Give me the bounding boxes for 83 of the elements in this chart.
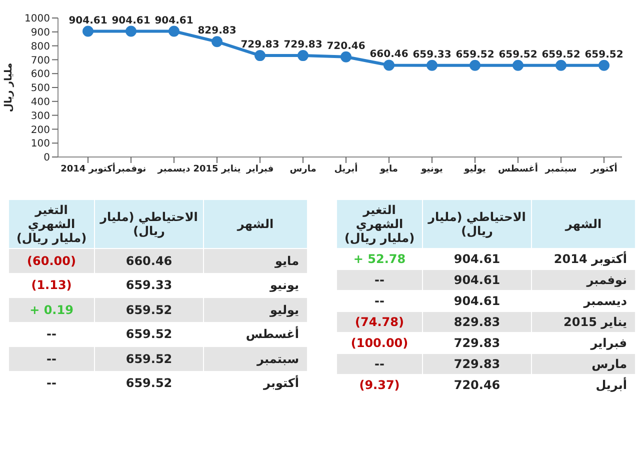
data-label: 659.52 <box>542 49 580 60</box>
data-label: 660.46 <box>370 49 408 60</box>
text: الشهر <box>532 200 636 248</box>
text: -- <box>336 354 422 374</box>
text: 659.52 <box>94 298 204 322</box>
category-label: مارس <box>592 357 627 371</box>
category-label: يناير 2015 <box>564 315 627 329</box>
x-tick-label: أكتوبر <box>590 162 618 174</box>
data-label: 729.83 <box>240 40 280 51</box>
data-label: 720.46 <box>326 40 366 52</box>
text: -- <box>8 346 94 371</box>
category-label: أبريل <box>596 378 627 392</box>
y-tick-label: 300 <box>30 110 50 122</box>
category-label: مايو <box>275 254 299 268</box>
text: 904.61 <box>422 290 532 312</box>
y-tick-label: 0 <box>44 152 50 164</box>
category-label: يوليو <box>270 302 299 317</box>
text: 0.19 + <box>8 298 94 322</box>
text: 729.83 <box>422 332 532 354</box>
data-label: 904.61 <box>68 15 108 26</box>
text: -- <box>336 270 422 290</box>
text: -- <box>336 290 422 312</box>
y-axis-title: مليار ريال <box>4 62 15 112</box>
x-tick-label: سبتمبر <box>544 164 577 174</box>
text: -- <box>8 322 94 346</box>
y-tick-label: 1000 <box>24 14 50 25</box>
y-tick-label: 700 <box>30 55 50 66</box>
x-tick-label: أكتوبر 2014 <box>60 162 116 174</box>
y-tick-label: 800 <box>30 41 50 52</box>
y-tick-label: 500 <box>30 83 50 94</box>
data-label: 659.52 <box>456 49 494 60</box>
text: 829.83 <box>422 312 532 332</box>
data-label: 904.61 <box>112 15 150 26</box>
text: 659.52 <box>94 346 204 371</box>
text: الشهر <box>237 217 274 231</box>
x-tick-label: مايو <box>379 164 398 174</box>
x-tick-label: يونيو <box>420 164 443 174</box>
text: 720.46 <box>422 374 532 396</box>
data-label: 659.33 <box>412 49 452 60</box>
x-tick-label: ديسمبر <box>156 164 191 174</box>
text: 660.46 <box>94 248 204 273</box>
text: (1.13) <box>8 273 94 298</box>
x-tick-label: يوليو <box>463 164 486 174</box>
text: (9.37) <box>336 374 422 396</box>
text: الاحتياطي (مليار ريال) <box>100 210 198 238</box>
text: 904.61 <box>422 248 532 270</box>
text: (74.78) <box>336 312 422 332</box>
x-tick-label: أغسطس <box>498 162 538 174</box>
category-label: فبراير <box>590 336 627 350</box>
y-tick-label: 200 <box>30 124 50 136</box>
category-label: ديسمبر <box>584 294 627 308</box>
data-label: 729.83 <box>284 40 322 51</box>
text: 729.83 <box>422 354 532 374</box>
y-tick-label: 400 <box>30 96 50 108</box>
text: 52.78 + <box>336 248 422 270</box>
text: -- <box>8 371 94 396</box>
x-tick-label: نوفمبر <box>114 164 146 174</box>
text: (60.00) <box>8 248 94 273</box>
data-label: 659.52 <box>584 49 624 60</box>
data-label: 829.83 <box>198 26 236 37</box>
category-label: أغسطس <box>246 327 299 342</box>
text: 659.52 <box>94 371 204 396</box>
data-label: 659.52 <box>498 49 538 60</box>
text: التغير الشهري (مليار ريال) <box>336 200 422 248</box>
text: (100.00) <box>336 332 422 354</box>
category-label: نوفمبر <box>586 273 627 287</box>
text: 659.33 <box>94 273 204 298</box>
x-tick-label: فبراير <box>245 164 274 174</box>
text: التغير الشهري (مليار ريال) <box>16 203 87 245</box>
x-tick-label: أبريل <box>334 162 358 174</box>
category-label: سبتمبر <box>256 352 299 366</box>
text: الاحتياطي (مليار ريال) <box>422 200 532 248</box>
y-tick-label: 900 <box>30 27 50 38</box>
x-tick-label: مارس <box>290 164 316 174</box>
category-label: يونيو <box>270 278 299 292</box>
text: 904.61 <box>422 270 532 290</box>
x-tick-label: يناير 2015 <box>193 164 241 174</box>
category-label: أكتوبر <box>264 376 299 390</box>
y-tick-label: 600 <box>30 69 50 80</box>
y-tick-label: 100 <box>30 138 50 150</box>
text: 659.52 <box>94 322 204 346</box>
data-label: 904.61 <box>154 15 194 26</box>
category-label: أكتوبر 2014 <box>554 252 627 266</box>
